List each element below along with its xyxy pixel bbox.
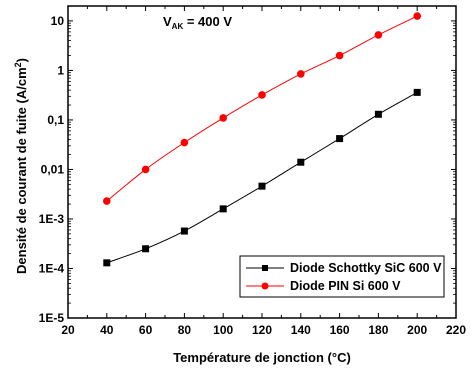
legend-marker-schottky: [262, 265, 268, 271]
series-markers: [103, 12, 422, 267]
series-line-1: [106, 15, 418, 202]
data-point-pin: [180, 138, 189, 147]
x-tick-label: 220: [446, 323, 466, 337]
series-curves: [106, 15, 418, 264]
data-point-schottky: [336, 135, 344, 143]
data-point-pin: [219, 114, 227, 122]
legend-box: [239, 255, 445, 298]
x-axis-title: Température de jonction (°C): [173, 350, 351, 365]
y-tick-label: 10: [51, 14, 65, 28]
y-tick-label: 0,1: [47, 113, 64, 127]
x-tick-label: 180: [368, 323, 388, 337]
y-tick-label: 1E-4: [39, 261, 65, 275]
data-point-pin: [413, 12, 422, 20]
data-point-pin: [141, 165, 150, 174]
data-point-schottky: [297, 158, 305, 166]
data-point-schottky: [219, 205, 227, 213]
y-tick-label: 1E-5: [39, 311, 65, 325]
x-tick-label: 40: [100, 323, 114, 337]
data-point-schottky: [413, 88, 421, 96]
annotation-rest: = 400 V: [183, 14, 232, 29]
data-point-pin: [297, 70, 305, 78]
data-point-pin: [335, 51, 344, 60]
series-line-0: [106, 91, 418, 264]
legend: Diode Schottky SiC 600 V Diode PIN Si 60…: [239, 255, 445, 298]
x-tick-label: 200: [407, 323, 427, 337]
x-tick-label: 20: [61, 323, 75, 337]
y-axis-title-sup: 2: [13, 62, 23, 67]
x-tick-label: 60: [139, 323, 153, 337]
y-axis-title-main: Densité de courant de fuite (A/cm: [14, 67, 29, 274]
data-point-schottky: [258, 182, 266, 190]
legend-marker-pin: [261, 282, 269, 290]
annotation-main: V: [163, 14, 172, 29]
y-tick-label: 1: [57, 63, 64, 77]
data-point-schottky: [374, 110, 382, 118]
y-axis-title-end: ): [14, 58, 29, 62]
x-tick-label: 120: [252, 323, 272, 337]
data-point-schottky: [103, 259, 111, 267]
voltage-annotation: VAK = 400 V: [163, 14, 232, 31]
x-tick-label: 160: [330, 323, 350, 337]
data-point-pin: [258, 91, 266, 99]
x-tick-label: 80: [178, 323, 192, 337]
y-tick-label: 1E-3: [39, 212, 65, 226]
annotation-sub: AK: [172, 22, 184, 31]
y-axis-title: Densité de courant de fuite (A/cm2): [13, 58, 29, 274]
data-point-schottky: [142, 245, 150, 253]
x-tick-label: 140: [291, 323, 311, 337]
data-point-pin: [374, 31, 383, 39]
legend-label-pin: Diode PIN Si 600 V: [290, 279, 401, 293]
data-point-schottky: [180, 227, 188, 235]
x-tick-label: 100: [213, 323, 233, 337]
data-point-pin: [103, 197, 111, 205]
y-tick-label: 0,01: [41, 162, 65, 176]
axes: 20 40 60 80 100 120 140 160 180 200 220 1E-5 1E-4 1E-…: [39, 5, 466, 337]
legend-label-schottky: Diode Schottky SiC 600 V: [290, 261, 442, 275]
